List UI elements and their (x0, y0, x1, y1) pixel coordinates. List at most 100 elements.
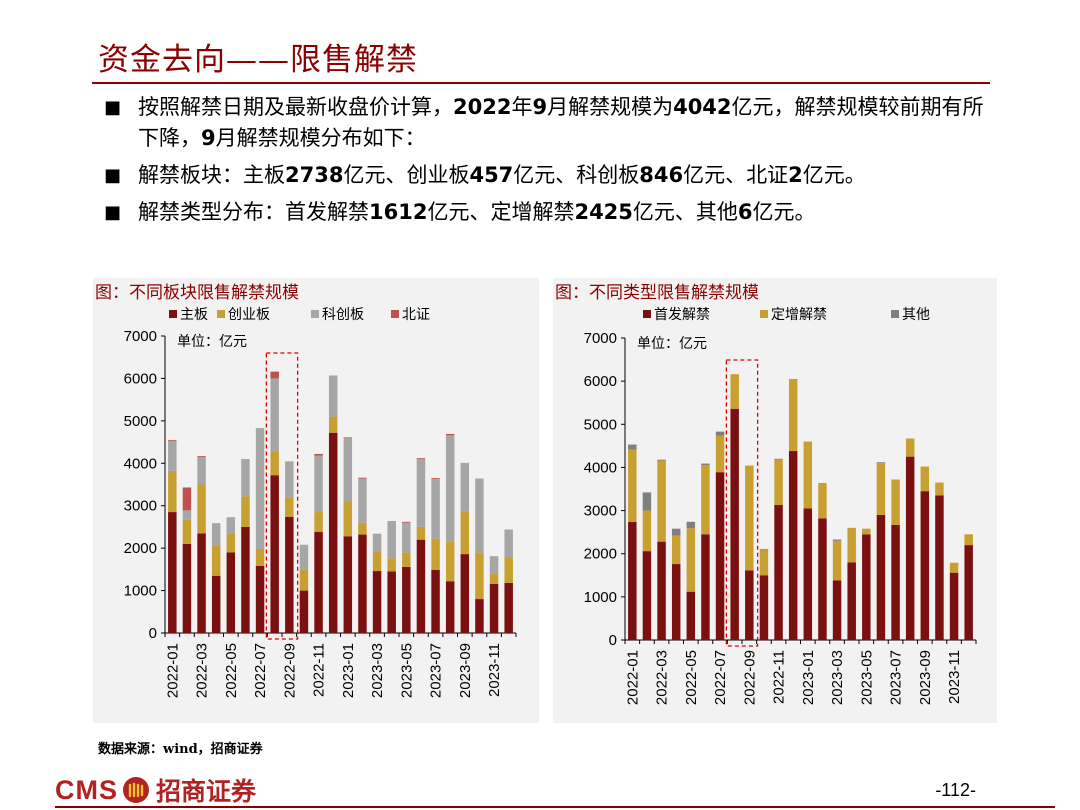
bar-segment (686, 521, 696, 529)
bar-segment (255, 565, 265, 633)
bar-segment (642, 492, 652, 511)
bullet-segment: 月解禁规模分布如下： (215, 126, 426, 150)
bar-segment (862, 534, 871, 640)
bullet-segment: 解禁板块：主板 (138, 163, 285, 187)
bar-segment (445, 434, 455, 436)
bar-segment (343, 437, 353, 439)
bar-segment (168, 512, 177, 633)
bar-segment (299, 544, 309, 570)
bullet-segment: 4042 (673, 95, 732, 119)
y-tick-label: 3000 (584, 503, 617, 520)
bar-segment (657, 460, 666, 542)
legend-label: 其他 (902, 306, 930, 322)
bullet-segment: 亿元、定增解禁 (427, 200, 575, 224)
bar-segment (891, 479, 900, 525)
chart-panel-board: 图：不同板块限售解禁规模 主板 创业板 科创板 北证 单位：亿元 0 1000 2000 300… (93, 278, 539, 723)
bar-segment (949, 562, 959, 573)
legend-label: 定增解禁 (771, 306, 827, 322)
bar-segment (642, 510, 652, 552)
bar-segment (328, 432, 338, 633)
y-tick-label: 3000 (124, 498, 157, 515)
company-logo: CMS 招商证券 (55, 772, 256, 808)
page-title: 资金去向——限售解禁 (98, 42, 418, 78)
bar-segment (328, 416, 338, 433)
bar-segment (818, 518, 827, 640)
bullet-segment: 亿元，解禁规模较前期有所下降， (138, 95, 984, 150)
bar-segment (788, 451, 798, 640)
y-tick-label: 1000 (584, 589, 617, 606)
bar-segment (788, 378, 798, 452)
bar-segment (270, 475, 279, 633)
bar-segment (964, 534, 973, 546)
bar-segment (197, 484, 206, 534)
bar-segment (270, 451, 279, 476)
bar-segment (314, 455, 323, 513)
bar-segment (489, 556, 499, 574)
unit-label: 单位：亿元 (637, 335, 707, 351)
bar-segment (876, 462, 886, 464)
x-tick-label: 2022-09 (741, 650, 758, 705)
x-tick-label: 2023-05 (398, 643, 415, 698)
bar-segment (211, 546, 221, 576)
bar-segment (964, 545, 973, 640)
chart-panel-type: 图：不同类型限售解禁规模 首发解禁 定增解禁 其他 单位：亿元 0 1000 2000 300… (553, 278, 997, 723)
x-tick-label: 2023-09 (917, 650, 934, 705)
bar-segment (759, 549, 769, 576)
bar-segment (358, 534, 367, 633)
x-tick-label: 2023-07 (428, 643, 445, 698)
legend-swatch (217, 310, 225, 318)
bar-segment (905, 456, 915, 640)
bar-segment (402, 521, 411, 523)
y-tick-label: 6000 (124, 370, 157, 387)
bullet-segment: 解禁类型分布：首发解禁 (138, 200, 369, 224)
x-tick-label: 2022-11 (311, 643, 328, 697)
bar-segment (372, 571, 382, 633)
bullet-segment: 6 (737, 200, 753, 224)
y-tick-label: 4000 (124, 455, 157, 472)
bar-segment (211, 575, 221, 633)
bar-segment (299, 569, 309, 591)
y-tick-label: 4000 (584, 459, 617, 476)
bar-segment (255, 548, 265, 566)
bar-segment (657, 541, 666, 640)
y-tick-label: 7000 (584, 330, 617, 347)
bar-segment (241, 526, 250, 633)
bullet-segment: 按照解禁日期及最新收盘价计算， (138, 95, 453, 119)
bar-segment (314, 512, 323, 533)
x-tick-label: 2022-03 (654, 650, 671, 705)
bar-segment (445, 581, 455, 633)
bar-segment (182, 543, 192, 633)
x-tick-label: 2023-07 (888, 650, 905, 705)
bar-segment (211, 523, 221, 547)
bar-segment (387, 558, 396, 572)
x-tick-label: 2022-07 (252, 643, 269, 698)
legend-swatch (760, 310, 768, 318)
bar-segment (182, 487, 192, 511)
bar-segment (168, 440, 177, 471)
legend-swatch (311, 310, 319, 318)
bar-segment (387, 571, 396, 633)
bar-segment (270, 378, 279, 452)
bullet-item: ■ 解禁类型分布：首发解禁1612亿元、定增解禁2425亿元、其他6亿元。 (104, 197, 994, 228)
bar-segment (832, 539, 842, 541)
bar-segment (876, 463, 886, 515)
bar-segment (416, 526, 426, 540)
chart-title: 图：不同类型限售解禁规模 (555, 283, 759, 303)
bar-segment (314, 453, 323, 456)
bar-segment (431, 478, 440, 479)
bullet-segment: 亿元、创业板 (343, 163, 470, 187)
bar-segment (803, 441, 813, 509)
y-tick-label: 0 (149, 625, 157, 642)
bar-segment (686, 528, 696, 592)
legend-label: 主板 (180, 306, 208, 322)
bar-segment (343, 536, 353, 633)
bar-segment (416, 459, 426, 527)
y-tick-label: 5000 (584, 416, 617, 433)
x-tick-label: 2022-01 (624, 650, 641, 705)
bar-segment (671, 535, 681, 565)
bar-segment (372, 533, 382, 552)
bar-segment (759, 575, 769, 640)
bar-segment (182, 510, 192, 520)
bar-segment (431, 538, 440, 570)
